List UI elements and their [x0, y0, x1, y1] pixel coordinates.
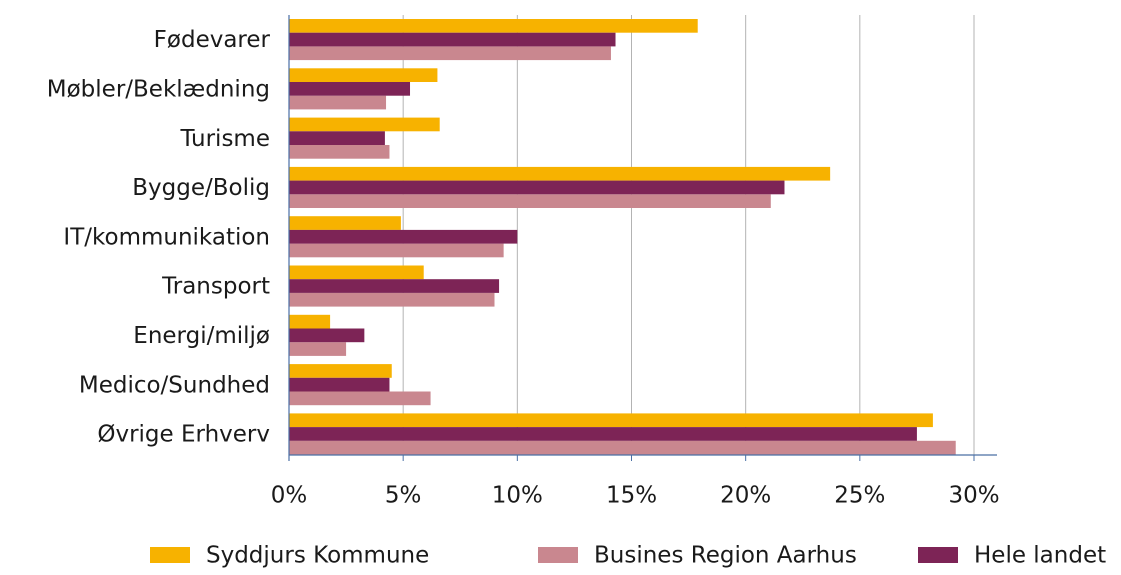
x-tick-label: 5%	[385, 483, 422, 509]
x-tick-label: 15%	[606, 483, 657, 509]
category-label: Bygge/Bolig	[132, 175, 270, 201]
bar	[289, 364, 392, 378]
bar	[289, 265, 424, 280]
bar	[289, 19, 698, 33]
legend-swatch	[538, 547, 578, 563]
bar	[289, 82, 411, 96]
bar	[289, 194, 771, 208]
x-tick-label: 0%	[271, 483, 308, 509]
bar	[289, 180, 785, 195]
bar	[289, 68, 438, 82]
bar	[289, 413, 933, 428]
bar	[289, 391, 431, 406]
bar	[289, 328, 365, 343]
x-tick-label: 30%	[948, 483, 999, 509]
category-label: Øvrige Erhverv	[97, 422, 270, 448]
category-label: Energi/miljø	[133, 323, 270, 349]
legend-label: Syddjurs Kommune	[206, 543, 429, 569]
bar	[289, 427, 917, 441]
category-label: Transport	[161, 274, 270, 300]
bar	[289, 243, 504, 258]
bar	[289, 314, 331, 329]
bar	[289, 32, 616, 47]
legend-label: Hele landet	[974, 543, 1106, 569]
category-label: IT/kommunikation	[63, 224, 270, 250]
bar	[289, 166, 831, 181]
x-tick-label: 10%	[492, 483, 543, 509]
bar	[289, 216, 401, 230]
bar	[289, 377, 390, 392]
category-label: Medico/Sundhed	[79, 372, 270, 398]
bar	[289, 95, 387, 110]
bar	[289, 117, 440, 132]
legend-label: Busines Region Aarhus	[594, 543, 857, 569]
bar	[289, 292, 495, 307]
bar	[289, 145, 390, 159]
bar	[289, 342, 347, 356]
bar	[289, 131, 385, 145]
category-label: Fødevarer	[154, 27, 271, 53]
x-tick-label: 25%	[834, 483, 885, 509]
bar	[289, 229, 518, 244]
x-tick-label: 20%	[720, 483, 771, 509]
bar	[289, 279, 500, 293]
category-label: Turisme	[179, 126, 270, 152]
bar	[289, 46, 611, 61]
legend-swatch	[150, 547, 190, 563]
category-label: Møbler/Beklædning	[47, 76, 270, 102]
legend-swatch	[918, 547, 958, 563]
bar	[289, 440, 956, 455]
